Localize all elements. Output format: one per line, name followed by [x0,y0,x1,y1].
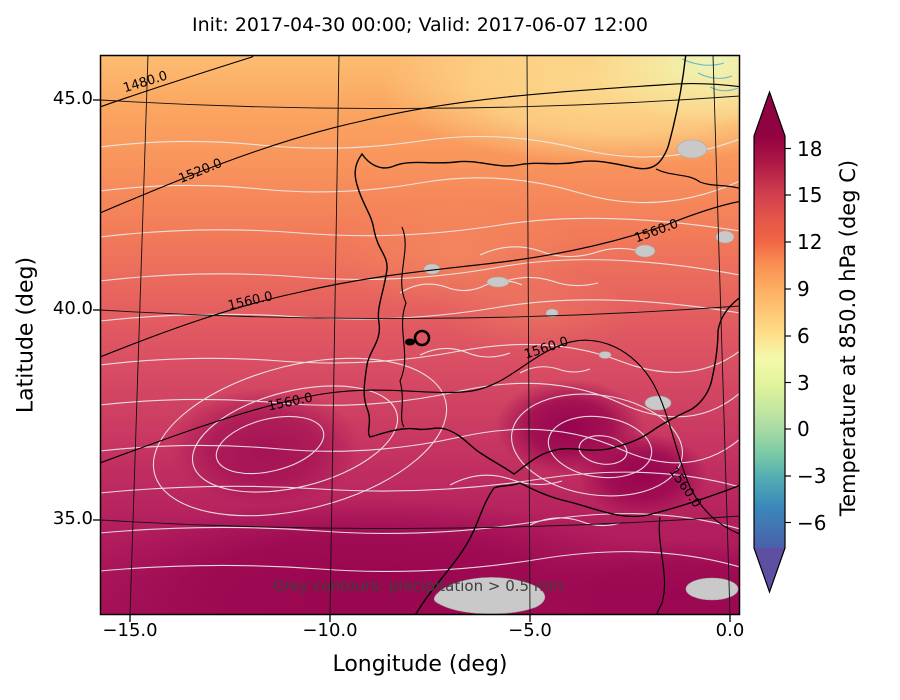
hot-spot [170,387,360,507]
geopotential-contours [100,55,740,535]
meseta-light-patch [440,268,630,352]
x-tick-label: 0.0 [715,620,745,641]
y-tick-label: 40.0 [52,298,93,319]
x-tick-label: −5.0 [508,620,552,641]
y-tick-label: 45.0 [52,88,93,109]
colorbar-tick-label: 6 [797,324,810,348]
colorbar-outline [753,90,786,594]
colorbar-tick-label: −3 [797,464,827,488]
colorbar-tick-label: 15 [797,183,823,207]
x-tick-label: −15.0 [102,620,158,641]
africa-coastline [414,482,740,615]
colorbar-tick-label: 3 [797,371,810,395]
colorbar-tick-label: −6 [797,511,827,535]
colorbar-ticks [785,147,791,524]
precipitation-patches [423,139,739,615]
cool-corner-patch [590,55,740,125]
colorbar-tick-label: 12 [797,230,823,254]
iberia-france-coastline [354,55,740,475]
colorbar [753,90,791,594]
y-axis-label: Latitude (deg) [13,256,39,414]
axis-ticks [93,99,731,622]
hot-spot [530,540,740,615]
location-marker [405,329,431,347]
y-tick-label: 35.0 [52,508,93,529]
colorbar-tick-label: 9 [797,277,810,301]
pyrenees-border [655,168,740,190]
colorbar-tick-label: 0 [797,417,810,441]
colorbar-extend-min [754,548,785,592]
map-plot-area: 1480.0 1520.0 1560.0 1560.0 1560.0 1560.… [93,54,741,622]
colorbar-label: Temperature at 850.0 hPa (deg C) [836,159,860,517]
x-axis-label: Longitude (deg) [332,652,508,677]
precip-note: Grey contours: precipitation > 0.5 mm [273,577,563,595]
portugal-border [399,226,407,428]
colorbar-tick-label: 18 [797,137,823,161]
graticule [100,55,740,615]
plot-title: Init: 2017-04-30 00:00; Valid: 2017-06-0… [192,14,648,36]
coastlines [354,55,740,615]
colorbar-extend-max [754,92,785,136]
colorbar-gradient [754,136,785,548]
plot-frame [99,54,741,616]
x-tick-label: −10.0 [302,620,358,641]
